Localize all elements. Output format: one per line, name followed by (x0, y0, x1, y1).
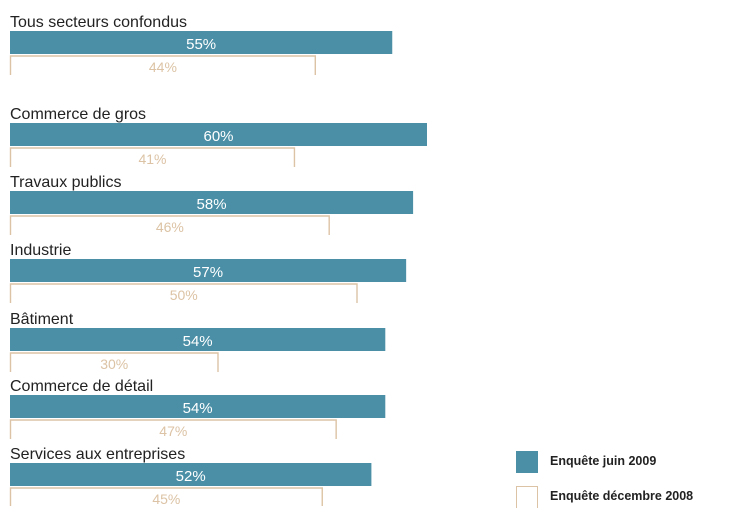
category-label-commerce-de-gros: Commerce de gros (10, 106, 146, 123)
bar-juin-2009-tous-secteurs-confondus (10, 31, 393, 54)
bar-decembre-2008-tous-secteurs-confondus (9, 55, 316, 75)
bar-decembre-2008-services-aux-entreprises (9, 487, 323, 506)
value-label-decembre-2008-services-aux-entreprises: 45% (152, 491, 180, 506)
bar-decembre-2008-batiment (9, 352, 219, 372)
category-label-travaux-publics: Travaux publics (10, 174, 121, 191)
value-label-decembre-2008-batiment: 30% (100, 356, 128, 372)
category-label-batiment: Bâtiment (10, 311, 74, 328)
category-label-services-aux-entreprises: Services aux entreprises (10, 446, 185, 463)
bar-juin-2009-industrie (10, 259, 407, 282)
bar-juin-2009-commerce-de-gros (10, 123, 427, 146)
legend-label-juin-2009: Enquête juin 2009 (550, 454, 657, 468)
bar-decembre-2008-commerce-de-gros (9, 147, 296, 167)
value-label-juin-2009-tous-secteurs-confondus: 55% (186, 36, 216, 53)
value-label-decembre-2008-tous-secteurs-confondus: 44% (149, 59, 177, 75)
bar-juin-2009-batiment (10, 328, 386, 351)
bar-decembre-2008-industrie (9, 283, 358, 303)
category-label-industrie: Industrie (10, 242, 71, 259)
legend-swatch-decembre-2008 (516, 486, 538, 508)
value-label-juin-2009-batiment: 54% (183, 333, 213, 350)
legend-swatch-juin-2009 (516, 451, 538, 473)
bar-juin-2009-services-aux-entreprises (10, 463, 372, 486)
value-label-decembre-2008-commerce-de-gros: 41% (138, 151, 166, 167)
bar-juin-2009-commerce-de-detail (10, 395, 386, 418)
category-label-tous-secteurs-confondus: Tous secteurs confondus (10, 14, 187, 31)
value-label-juin-2009-commerce-de-detail: 54% (183, 400, 213, 417)
value-label-juin-2009-services-aux-entreprises: 52% (176, 468, 206, 485)
bar-decembre-2008-travaux-publics (9, 215, 330, 235)
bar-decembre-2008-commerce-de-detail (9, 419, 337, 439)
bar-juin-2009-travaux-publics (10, 191, 414, 214)
value-label-juin-2009-commerce-de-gros: 60% (203, 128, 233, 145)
value-label-decembre-2008-commerce-de-detail: 47% (159, 423, 187, 439)
category-label-commerce-de-detail: Commerce de détail (10, 378, 153, 395)
value-label-decembre-2008-industrie: 50% (170, 287, 198, 303)
value-label-decembre-2008-travaux-publics: 46% (156, 219, 184, 235)
value-label-juin-2009-travaux-publics: 58% (197, 196, 227, 213)
value-label-juin-2009-industrie: 57% (193, 264, 223, 281)
legend-label-decembre-2008: Enquête décembre 2008 (550, 489, 694, 503)
